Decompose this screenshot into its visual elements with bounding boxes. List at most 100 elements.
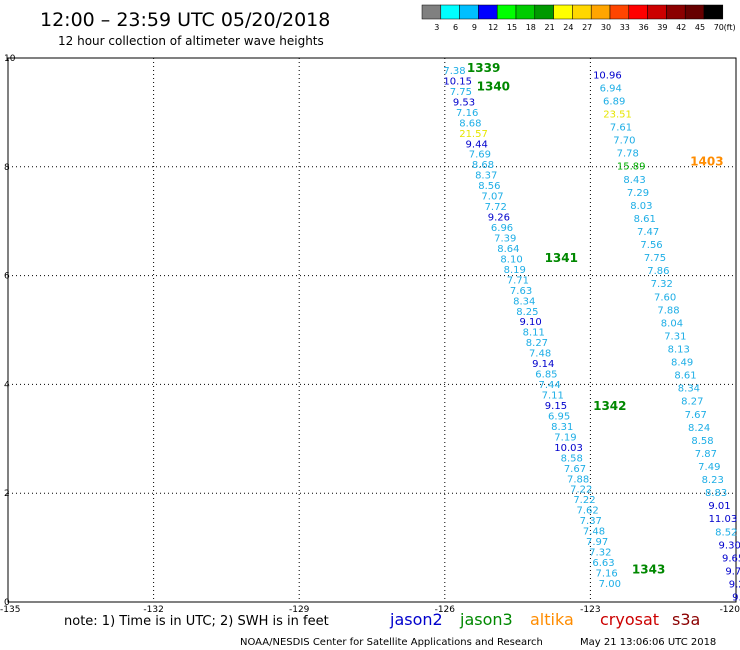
wave-height-label: 8.27	[526, 338, 548, 349]
color-scale-label: 70	[714, 23, 724, 32]
wave-height-label: 9.26	[488, 213, 510, 224]
y-axis-ticks: 0 2 4 6 8 10	[4, 54, 16, 608]
color-scale-swatch	[684, 4, 705, 20]
color-scale-label: 3	[434, 23, 439, 32]
wave-height-label: 7.67	[564, 464, 586, 475]
color-scale-label: 9	[472, 23, 477, 32]
satellite-legend-jason3: jason3	[459, 610, 513, 629]
y-tick-label: 6	[4, 272, 10, 282]
wave-height-label: 9.01	[708, 501, 730, 512]
color-scale-label: 42	[676, 23, 686, 32]
wave-height-label: 7.38	[443, 66, 465, 77]
color-scale-label: 27	[582, 23, 592, 32]
wave-height-label: 8.83	[705, 488, 727, 499]
wave-height-label: 8.10	[500, 254, 522, 265]
color-scale-label: 24	[563, 23, 573, 32]
wave-height-label: 6.95	[548, 411, 570, 422]
chart-title: 12:00 – 23:59 UTC 05/20/2018	[40, 9, 330, 31]
wave-height-label: 7.11	[542, 391, 564, 402]
wave-height-label: 8.25	[516, 307, 538, 318]
wave-height-label: 8.24	[688, 423, 710, 434]
wave-height-label: 9.44	[466, 139, 488, 150]
color-scale-swatch	[440, 4, 460, 20]
wave-height-label: 7.56	[640, 240, 662, 251]
wave-height-label: 9.25	[729, 580, 740, 591]
y-tick-label: 4	[4, 380, 10, 390]
chart-subtitle: 12 hour collection of altimeter wave hei…	[58, 34, 324, 48]
wave-height-label: 8.49	[671, 358, 693, 369]
wave-height-label: 10.03	[554, 443, 583, 454]
wave-height-label: 7.71	[507, 275, 529, 286]
wave-height-label: 8.58	[691, 436, 713, 447]
color-scale-swatch	[572, 4, 592, 20]
wave-height-label: 7.72	[485, 202, 507, 213]
satellite-legend: jason2 jason3 altika cryosat s3a	[389, 610, 700, 629]
y-tick-label: 2	[4, 489, 10, 499]
color-scale-swatch	[628, 4, 648, 20]
wave-height-label: 9.53	[453, 97, 475, 108]
wave-height-label: 7.16	[456, 108, 478, 119]
wave-height-label: 8.68	[459, 118, 481, 129]
x-tick-label: -126	[435, 605, 456, 615]
wave-height-label: 21.57	[459, 129, 488, 140]
pass-number-label: 1343	[632, 562, 665, 576]
wave-height-label: 7.00	[599, 579, 621, 590]
pass-number-label: 1403	[690, 154, 723, 168]
color-scale-label: 18	[526, 23, 536, 32]
color-scale-label: 12	[488, 23, 498, 32]
wave-height-label: 7.67	[685, 410, 707, 421]
units-note: note: 1) Time is in UTC; 2) SWH is in fe…	[64, 614, 329, 629]
wave-height-label: 7.32	[651, 279, 673, 290]
color-scale-swatch	[459, 4, 479, 20]
wave-height-label: 7.61	[610, 123, 632, 134]
wave-height-label: 9.65	[722, 553, 740, 564]
wave-height-label: 10.96	[593, 70, 622, 81]
color-scale-swatch	[553, 4, 573, 20]
y-tick-label: 0	[4, 598, 10, 608]
color-scale-label: 6	[453, 23, 458, 32]
color-scale-swatch	[666, 4, 686, 20]
color-scale-label: 33	[620, 23, 630, 32]
wave-height-label: 23.51	[603, 109, 632, 120]
grid-lines	[8, 58, 736, 602]
color-scale-label: 36	[639, 23, 649, 32]
wave-height-label: 7.39	[494, 233, 516, 244]
wave-height-label: 7.69	[469, 150, 491, 161]
wave-height-label: 8.27	[681, 397, 703, 408]
color-scale-label: 30	[601, 23, 611, 32]
y-tick-label: 10	[4, 54, 16, 64]
wave-height-label: 7.07	[481, 192, 503, 203]
satellite-legend-altika: altika	[530, 610, 574, 629]
wave-height-label: 8.61	[634, 214, 656, 225]
wave-height-label: 8.43	[623, 175, 645, 186]
wave-height-label: 7.22	[570, 485, 592, 496]
satellite-legend-jason2: jason2	[389, 610, 443, 629]
color-scale-swatch	[609, 4, 630, 20]
wave-height-label: 8.31	[551, 422, 573, 433]
wave-height-label: 7.60	[654, 292, 676, 303]
wave-height-label: 6.96	[491, 223, 513, 234]
color-scale-swatch	[478, 4, 498, 20]
color-scale-swatch	[647, 4, 667, 20]
color-scale-swatch	[703, 4, 724, 20]
color-scale-swatch	[496, 4, 517, 20]
wave-height-label: 8.37	[475, 171, 497, 182]
wave-height-label: 7.48	[583, 527, 605, 538]
color-scale-label: (ft)	[724, 23, 736, 32]
generated-timestamp: May 21 13:06:06 UTC 2018	[580, 637, 716, 648]
wave-height-label: 15.89	[617, 162, 646, 173]
wave-height-label: 8.56	[478, 181, 500, 192]
wave-height-label: 7.86	[647, 266, 669, 277]
satellite-legend-cryosat: cryosat	[600, 610, 659, 629]
wave-height-label: 6.89	[603, 96, 625, 107]
wave-height-label: 6.94	[600, 83, 622, 94]
wave-height-label: 8.34	[513, 296, 535, 307]
wave-height-label: 7.32	[589, 548, 611, 559]
wave-height-label: 7.31	[664, 331, 686, 342]
wave-height-label: 6.85	[535, 370, 557, 381]
pass-number-label: 1341	[545, 251, 578, 265]
wave-height-label: 8.19	[504, 265, 526, 276]
pass-number-label: 1339	[467, 61, 500, 75]
